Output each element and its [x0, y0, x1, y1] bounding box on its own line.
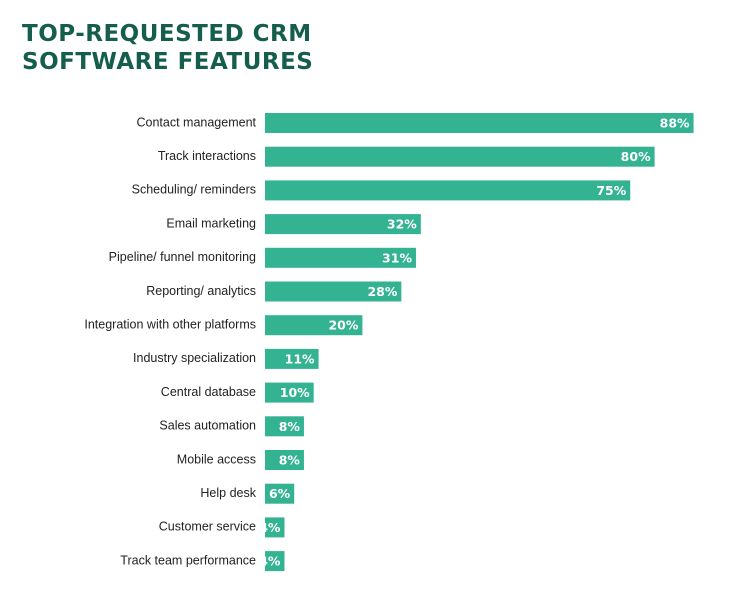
value-label: 20% [328, 318, 358, 333]
category-label: Sales automation [159, 419, 256, 433]
bar-row: Help desk 6% [200, 483, 295, 504]
bar-row: Contact management 88% [136, 113, 694, 133]
category-label: Pipeline/ funnel monitoring [109, 250, 256, 264]
category-label: Mobile access [177, 452, 256, 466]
bar-row: Reporting/ analytics 28% [146, 281, 402, 302]
bar [265, 180, 631, 201]
category-label: Central database [161, 385, 256, 399]
bar-row: Track interactions 80% [158, 146, 655, 167]
category-label: Email marketing [166, 216, 256, 230]
bar-row: Mobile access 8% [177, 450, 304, 470]
value-label: 8% [279, 419, 301, 434]
bar [265, 348, 319, 369]
category-label: Help desk [200, 486, 256, 500]
bar [265, 551, 285, 572]
category-label: Integration with other platforms [84, 317, 256, 331]
value-label: 6% [269, 486, 291, 501]
bar [265, 113, 694, 133]
bar-row: Scheduling/ reminders 75% [132, 180, 631, 201]
bar-row: Customer service 4% [159, 517, 285, 538]
value-label: 4% [259, 554, 281, 569]
category-label: Customer service [159, 520, 256, 534]
bar-row: Sales automation 8% [159, 416, 304, 437]
chart-title: TOP-REQUESTED CRM SOFTWARE FEATURES [22, 20, 442, 76]
category-label: Reporting/ analytics [146, 284, 256, 298]
value-label: 28% [367, 284, 397, 299]
value-label: 31% [382, 250, 412, 265]
bar [265, 382, 314, 403]
value-label: 80% [621, 149, 651, 164]
bar-row: Central database 10% [161, 382, 314, 403]
bar [265, 146, 655, 167]
value-label: 32% [387, 217, 417, 232]
bar [265, 315, 363, 336]
bar [265, 450, 304, 470]
bar [265, 416, 304, 437]
bar-row: Email marketing 32% [166, 214, 421, 235]
value-label: 8% [279, 453, 301, 468]
category-label: Contact management [136, 115, 256, 129]
bar [265, 247, 416, 268]
category-label: Track team performance [120, 553, 256, 567]
bar [265, 483, 295, 504]
bar-row: Track team performance 4% [120, 551, 285, 572]
chart-title-line-2: SOFTWARE FEATURES [22, 49, 314, 75]
value-label: 88% [660, 116, 690, 131]
bar [265, 214, 421, 235]
value-label: 11% [285, 351, 315, 366]
bar-row: Integration with other platforms 20% [84, 315, 363, 336]
value-label: 75% [596, 183, 626, 198]
category-label: Scheduling/ reminders [132, 183, 256, 197]
bar [265, 281, 402, 302]
category-label: Industry specialization [133, 351, 256, 365]
chart-title-line-1: TOP-REQUESTED CRM [22, 21, 312, 47]
bar-row: Industry specialization 11% [133, 348, 319, 369]
value-label: 10% [280, 385, 310, 400]
category-label: Track interactions [158, 149, 256, 163]
bar [265, 517, 285, 538]
value-label: 4% [259, 520, 281, 535]
bar-row: Pipeline/ funnel monitoring 31% [109, 247, 416, 268]
